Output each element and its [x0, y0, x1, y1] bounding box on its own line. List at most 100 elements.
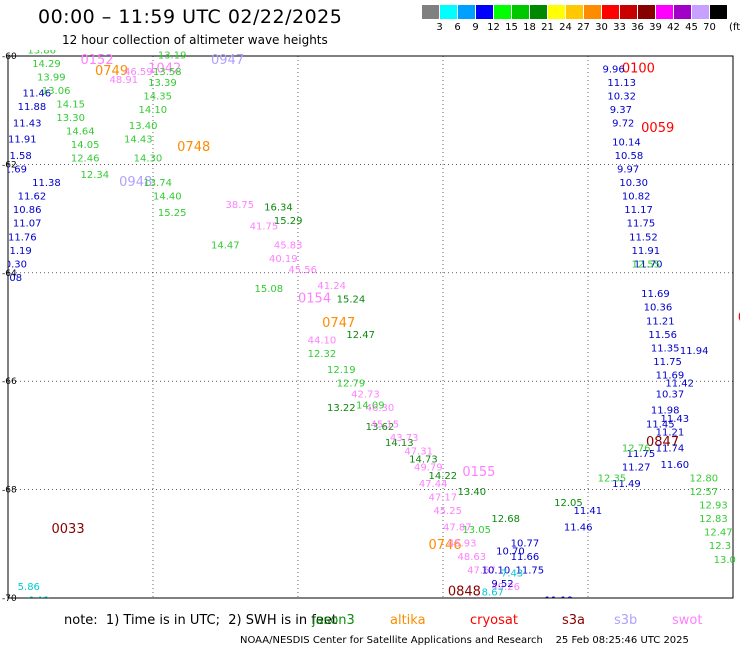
data-point-label: 13.86 — [27, 45, 56, 56]
satellite-legend: jason3 altika cryosat s3a s3b swot — [0, 613, 740, 631]
data-point-label: 12.3 — [709, 541, 731, 552]
data-point-label: 13.05 — [462, 525, 491, 536]
data-point-label: 45.56 — [288, 265, 317, 276]
data-point-label: 45.25 — [433, 506, 462, 517]
colorbar-swatch — [710, 5, 727, 19]
data-point-label: 43.73 — [390, 433, 419, 444]
colorbar-swatch — [476, 5, 493, 19]
data-point-label: 10.70 — [496, 547, 525, 558]
colorbar-swatch — [530, 5, 547, 19]
data-point-label: 11.75 — [516, 566, 545, 577]
data-point-label: 10.14 — [612, 137, 641, 148]
data-point-label: 48.91 — [110, 75, 139, 86]
data-point-label: 12.46 — [71, 154, 100, 165]
data-point-label: 11.27 — [622, 463, 651, 474]
colorbar-tick-label: 42 — [667, 22, 680, 33]
data-point-label: 12.68 — [491, 514, 520, 525]
data-point-label: 11.58 — [3, 151, 32, 162]
colorbar-tick-label: 30 — [595, 22, 608, 33]
y-tick-label: -64 — [2, 269, 17, 279]
colorbar-tick-label: 36 — [631, 22, 644, 33]
data-point-label: 13.40 — [458, 487, 487, 498]
data-point-label: 10.58 — [615, 151, 644, 162]
data-point-label: 13.40 — [129, 121, 158, 132]
data-point-label: 11.43 — [661, 414, 690, 425]
data-point-label: 13.58 — [153, 67, 182, 78]
colorbar-tick-label: 27 — [577, 22, 590, 33]
colorbar-tick-label: 3 — [436, 22, 443, 33]
data-point-label: 11.45 — [646, 419, 675, 430]
data-point-label: 12.93 — [699, 501, 728, 512]
data-point-label: 11.62 — [18, 192, 47, 203]
data-point-label: 46.59 — [124, 67, 153, 78]
data-point-label: 11.94 — [680, 346, 709, 357]
data-point-label: 12.76 — [622, 444, 651, 455]
data-point-label: 16.34 — [264, 202, 293, 213]
colorbar-swatch — [566, 5, 583, 19]
y-tick-label: -68 — [2, 486, 17, 496]
colorbar-tick-label: 6 — [454, 22, 461, 33]
data-point-label: 13.62 — [366, 422, 395, 433]
data-point-label: 14.22 — [429, 471, 458, 482]
data-point-label: 11.56 — [648, 330, 677, 341]
data-point-label: 11.46 — [564, 522, 593, 533]
data-point-label: 45.15 — [371, 419, 400, 430]
data-point-label: 6.02 — [27, 595, 49, 605]
data-point-label: 11.43 — [13, 118, 42, 129]
note-text: note: 1) Time is in UTC; 2) SWH is in fe… — [64, 613, 337, 628]
data-point-label: 0057 — [738, 311, 740, 326]
y-tick-label: -66 — [2, 377, 17, 387]
data-point-label: 0155 — [462, 465, 495, 480]
data-point-label: 11.75 — [627, 219, 656, 230]
data-point-label: 13.99 — [37, 72, 66, 83]
data-point-label: 14.73 — [409, 455, 438, 466]
data-point-label: 12.35 — [598, 473, 627, 484]
data-point-label: 0100 — [622, 61, 655, 76]
data-point-label: 10.30 — [0, 259, 27, 270]
data-point-label: 11.17 — [624, 205, 653, 216]
footer-credit: NOAA/NESDIS Center for Satellite Applica… — [240, 635, 689, 646]
y-tick-label: -62 — [2, 160, 17, 170]
colorbar-tick-label: 18 — [523, 22, 536, 33]
legend-item-altika: altika — [390, 613, 426, 628]
data-point-label: 47.44 — [419, 479, 448, 490]
data-point-label: 14.64 — [66, 127, 95, 138]
colorbar-tick-label: 9 — [472, 22, 479, 33]
data-point-label: 12.83 — [699, 514, 728, 525]
data-point-label: 13.30 — [56, 113, 85, 124]
data-point-label: 14.29 — [32, 59, 61, 70]
data-point-label: 10.08 — [0, 273, 22, 284]
data-point-label: 12.19 — [327, 365, 356, 376]
data-point-label: 12.05 — [554, 498, 583, 509]
legend-item-swot: swot — [672, 613, 703, 628]
data-point-label: 13.39 — [148, 78, 177, 89]
colorbar-swatch — [692, 5, 709, 19]
data-point-label: 11.75 — [653, 357, 682, 368]
data-point-label: 10.10 — [482, 566, 511, 577]
data-point-label: 11.13 — [607, 78, 636, 89]
data-point-label: 9.72 — [612, 118, 634, 129]
colorbar-tick-label: 45 — [685, 22, 698, 33]
data-point-label: 47.31 — [404, 446, 433, 457]
data-point-label: 11.38 — [32, 178, 61, 189]
data-point-label: 10.36 — [644, 303, 673, 314]
data-point-label: 49.79 — [414, 463, 443, 474]
data-point-label: 10.82 — [622, 192, 651, 203]
data-point-label: 11.66 — [511, 552, 540, 563]
colorbar-swatch — [602, 5, 619, 19]
data-point-label: 47.23 — [516, 598, 545, 605]
data-point-label: 11.42 — [665, 379, 694, 390]
data-point-label: 14.13 — [385, 438, 414, 449]
data-point-label: 45.83 — [274, 240, 303, 251]
data-point-label: 12.80 — [690, 473, 719, 484]
data-labels: 16.34 15.29 15.24 12.47 13.22 13.62 14.13 14.73… — [0, 45, 740, 605]
data-point-label: 13.19 — [158, 51, 187, 62]
data-point-label: 12.79 — [337, 379, 366, 390]
data-point-label: 11.19 — [3, 246, 32, 257]
colorbar-swatch — [584, 5, 601, 19]
data-point-label: 10.86 — [13, 205, 42, 216]
data-point-label: 12.34 — [81, 170, 110, 181]
data-point-label: 13.0 — [714, 555, 736, 566]
colorbar-swatch — [620, 5, 637, 19]
data-point-label: 11.60 — [661, 460, 690, 471]
